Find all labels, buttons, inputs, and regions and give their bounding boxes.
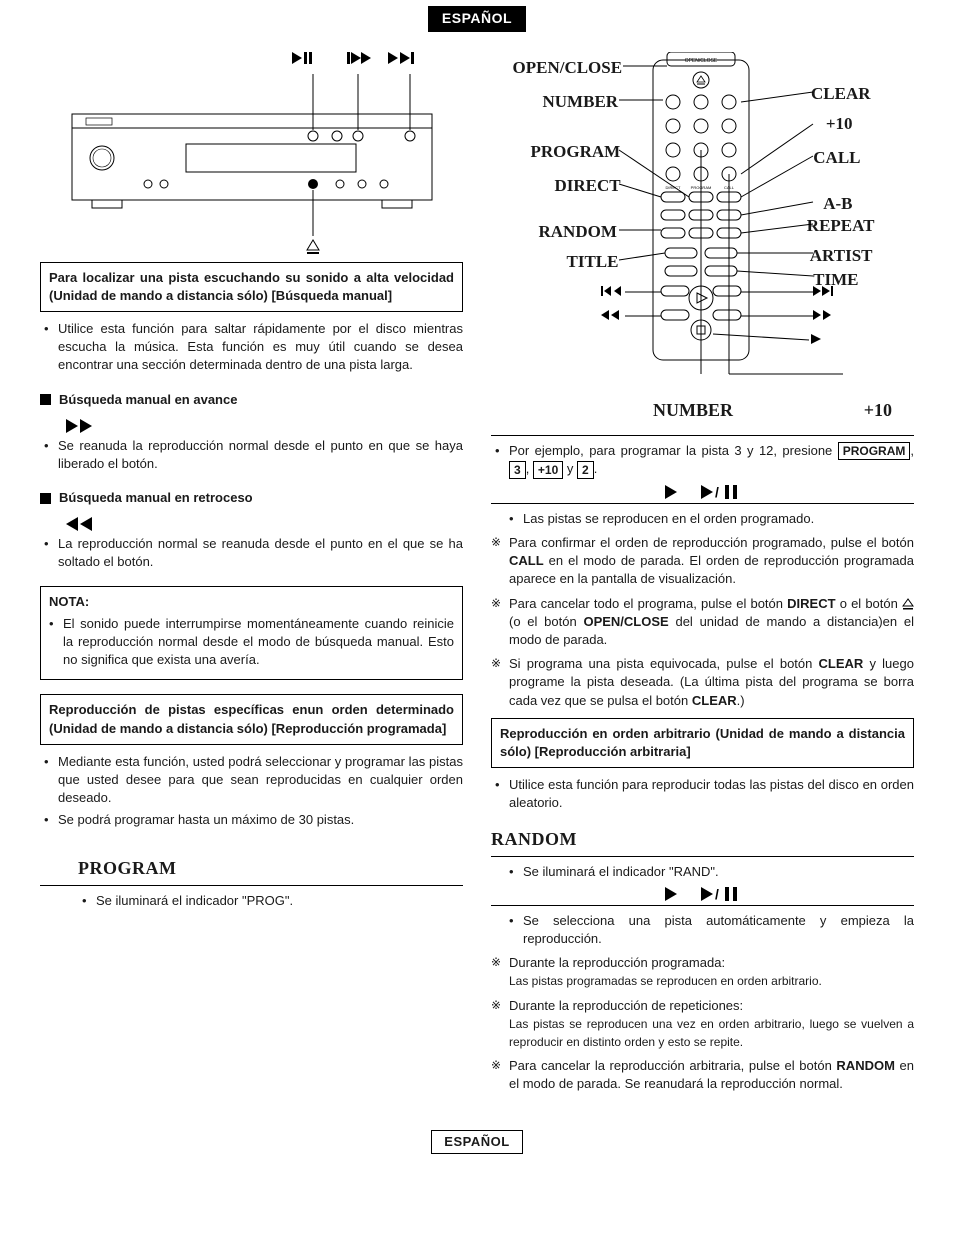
paragraph: Las pistas se reproducen en el orden pro… [523,510,914,528]
svg-text:/: / [715,485,719,499]
right-column: OPEN/CLOSE NUMBER PROGRAM DIRECT RANDOM … [491,52,914,1100]
step-random-title: RANDOM [491,827,914,852]
note-item: Para cancelar todo el programa, pulse el… [509,595,914,650]
paragraph: Se podrá programar hasta un máximo de 30… [58,811,463,829]
key-plus10: +10 [533,461,563,479]
prev-track-icon [347,52,373,64]
note-item: Si programa una pista equivocada, pulse … [509,655,914,710]
section-box-random: Reproducción en orden arbitrario (Unidad… [491,718,914,768]
callout-number: NUMBER [653,398,733,423]
step-program-title: PROGRAM [78,856,463,881]
footer-lang: ESPAÑOL [431,1130,522,1154]
paragraph: Se reanuda la reproducción normal desde … [58,437,463,473]
note-item: Para confirmar el orden de reproducción … [509,534,914,589]
paragraph: Utilice esta función para reproducir tod… [509,776,914,812]
section-title: Para localizar una pista escuchando su s… [49,269,454,305]
section-box-programmed: Reproducción de pistas específicas enun … [40,694,463,744]
device-figure [62,52,442,254]
square-bullet-icon [40,394,51,405]
svg-text:DIRECT: DIRECT [665,185,680,190]
square-bullet-icon [40,493,51,504]
paragraph: La reproducción normal se reanuda desde … [58,535,463,571]
callout-plus10: +10 [864,398,892,423]
svg-text:OPEN/CLOSE: OPEN/CLOSE [684,58,717,64]
next-track-icon [388,52,414,64]
section-title: Reproducción en orden arbitrario (Unidad… [500,725,905,761]
key-3: 3 [509,461,526,479]
playpause-label [292,52,332,64]
paragraph: Mediante esta función, usted podrá selec… [58,753,463,808]
section-title: Reproducción de pistas específicas enun … [49,701,454,737]
remote-figure: OPEN/CLOSE NUMBER PROGRAM DIRECT RANDOM … [513,52,893,392]
play-glyphs: / [491,485,914,499]
section-box-manual-search: Para localizar una pista escuchando su s… [40,262,463,312]
example-line: Por ejemplo, para programar la pista 3 y… [509,442,914,479]
columns: Para localizar una pista escuchando su s… [40,52,914,1100]
note-item: Durante la reproducción programada:Las p… [509,954,914,990]
subhead-text: Búsqueda manual en retroceso [59,489,253,507]
ff-icon [40,419,463,433]
subhead-forward: Búsqueda manual en avance [40,391,463,409]
key-program: PROGRAM [838,442,911,460]
footer: ESPAÑOL [40,1130,914,1154]
paragraph: Se iluminará el indicador "RAND". [523,863,914,881]
manual-page: ESPAÑOL [0,6,954,1243]
cd-player-drawing [62,64,442,254]
header: ESPAÑOL [40,6,914,32]
play-glyphs-2: / [491,887,914,901]
note-item: Durante la reproducción de repeticiones:… [509,997,914,1052]
remote-drawing: OPEN/CLOSE [513,52,893,382]
paragraph: Utilice esta función para saltar rápidam… [58,320,463,375]
note-item: Para cancelar la reproducción arbitraria… [509,1057,914,1093]
subhead-back: Búsqueda manual en retroceso [40,489,463,507]
paragraph: Se iluminará el indicador "PROG". [96,892,463,910]
left-column: Para localizar una pista escuchando su s… [40,52,463,1100]
svg-text:/: / [715,887,719,901]
rew-icon [40,517,463,531]
note-box: NOTA: El sonido puede interrumpirse mome… [40,586,463,681]
note-label: NOTA: [49,593,454,611]
paragraph: Se selecciona una pista automáticamente … [523,912,914,948]
language-tab: ESPAÑOL [428,6,526,32]
subhead-text: Búsqueda manual en avance [59,391,237,409]
note-text: El sonido puede interrumpirse momentánea… [63,615,454,670]
key-2: 2 [577,461,594,479]
